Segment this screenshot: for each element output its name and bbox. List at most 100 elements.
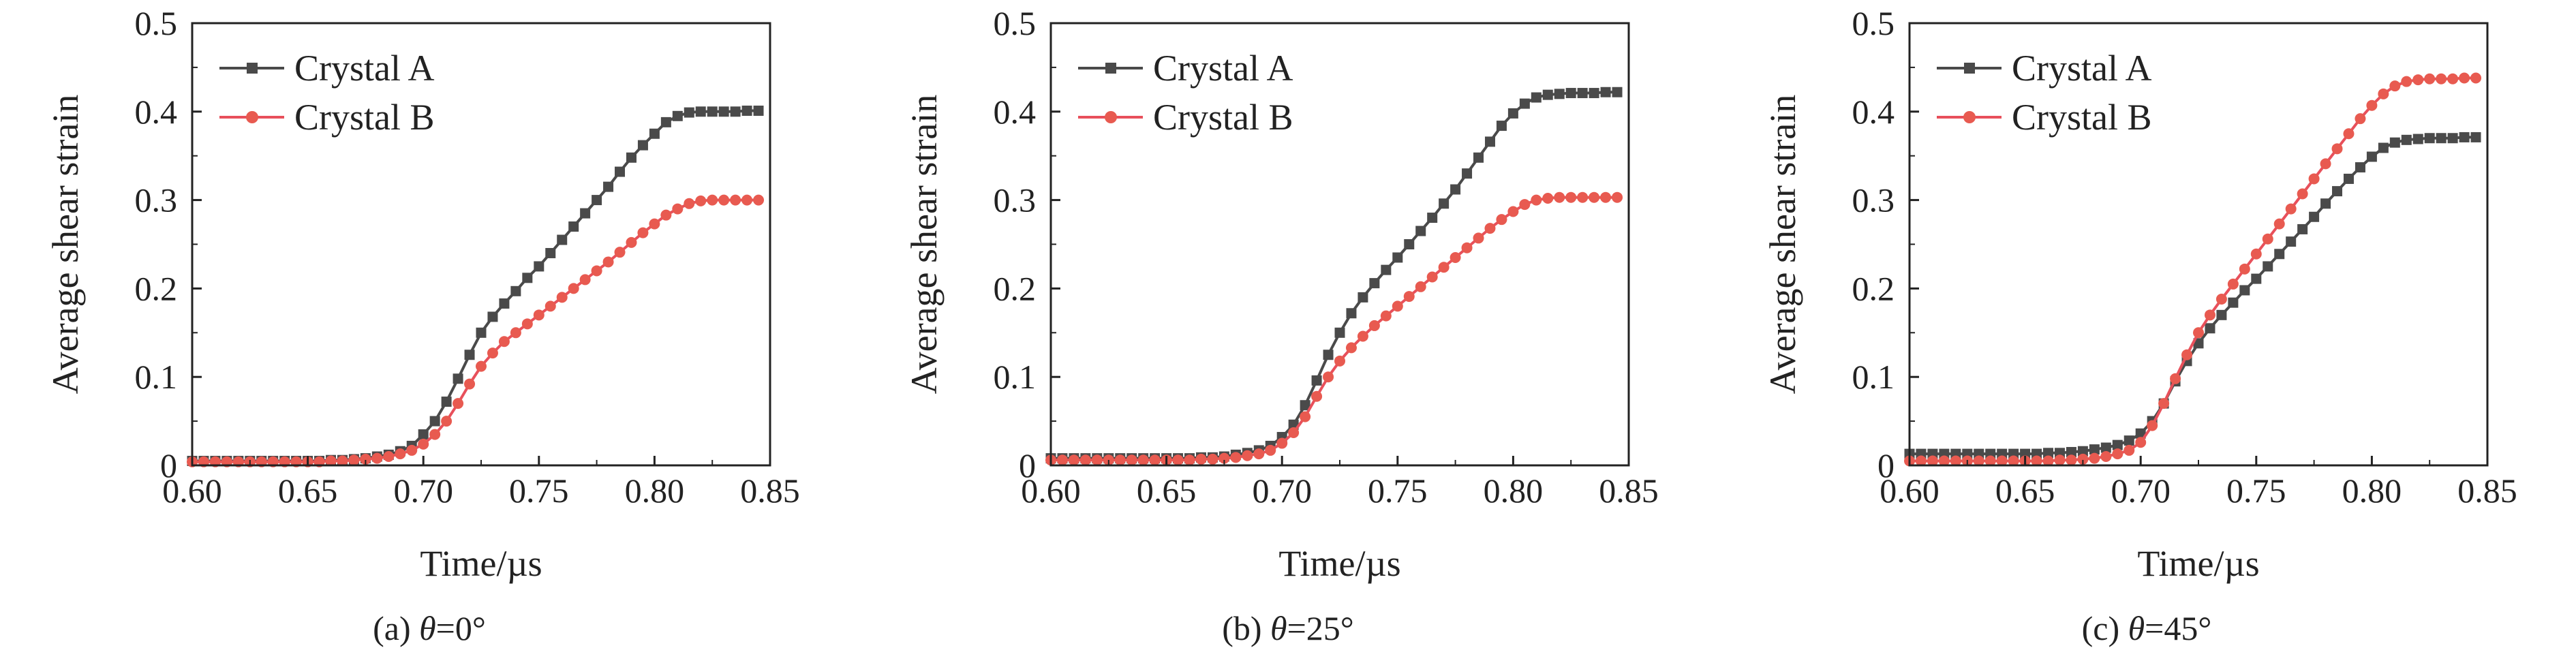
x-tick-label: 0.65: [278, 471, 338, 510]
legend-label: Crystal A: [294, 48, 435, 89]
series-line-crystal-a: [192, 109, 758, 463]
data-point-circle: [371, 452, 383, 464]
series-line-crystal-b: [1051, 196, 1617, 462]
chart-svg-c: 0.60 0.65 0.70 0.75 0.80 0.85 0 0.1 0.2 0.3 0.4 0.5…: [1762, 4, 2517, 584]
y-tick-label: 0.2: [994, 269, 1037, 307]
x-tick-label: 0.75: [1368, 471, 1428, 510]
data-point-circle: [1300, 411, 1311, 422]
data-point-square: [534, 261, 545, 272]
data-point-square: [660, 117, 671, 127]
chart-svg-a: 0.60 0.65 0.70 0.75 0.80 0.85 0 0.1 0.2 0.3 0.4 0.5…: [45, 4, 800, 584]
data-point-square: [637, 140, 648, 151]
data-point-circle: [1149, 454, 1161, 466]
data-point-square: [2263, 261, 2273, 272]
data-point-square: [741, 106, 752, 117]
data-point-circle: [1984, 455, 1996, 467]
chart-caption-c: (c) θ=45°: [1717, 608, 2576, 648]
data-point-circle: [2459, 72, 2470, 84]
data-point-circle: [2297, 188, 2308, 200]
data-point-circle: [2378, 88, 2389, 99]
legend-marker-square: [1964, 63, 1975, 74]
x-tick-label: 0.80: [625, 471, 685, 510]
data-point-circle: [476, 360, 487, 372]
data-point-circle: [2112, 448, 2123, 460]
y-axis-title: Average shear strain: [1762, 95, 1803, 395]
data-point-circle: [1542, 193, 1554, 204]
data-point-square: [626, 152, 637, 163]
data-point-circle: [1392, 300, 1403, 312]
data-point-square: [2401, 134, 2412, 145]
data-point-circle: [1554, 191, 1565, 203]
data-point-square: [1531, 92, 1542, 103]
data-point-square: [1346, 308, 1357, 319]
data-point-circle: [1345, 342, 1357, 354]
data-point-square: [2447, 133, 2458, 144]
data-point-square: [1381, 264, 1392, 275]
series-line-crystal-b: [192, 198, 758, 463]
legend-label: Crystal B: [294, 97, 435, 138]
data-point-circle: [1311, 390, 1323, 402]
data-point-circle: [1195, 453, 1207, 465]
data-point-circle: [325, 455, 337, 467]
data-point-circle: [1496, 214, 1507, 226]
chart-panel-a: 0.60 0.65 0.70 0.75 0.80 0.85 0 0.1 0.2 0.3 0.4 0.5…: [0, 0, 859, 665]
data-point-circle: [1357, 330, 1368, 342]
data-point-square: [1577, 88, 1588, 99]
data-point-square: [1542, 89, 1553, 100]
x-tick-label: 0.65: [1995, 471, 2055, 510]
legend-marker-square: [247, 63, 258, 74]
caption-prefix: (b): [1222, 609, 1271, 647]
y-tick-label: 0.4: [994, 93, 1037, 131]
data-point-square: [1496, 121, 1507, 132]
data-point-circle: [2343, 128, 2355, 140]
x-tick-label: 0.60: [162, 471, 222, 510]
data-point-circle: [1184, 454, 1195, 466]
data-point-square: [672, 110, 683, 121]
data-point-circle: [383, 451, 395, 463]
data-point-square: [2112, 439, 2123, 450]
data-point-circle: [429, 429, 441, 440]
data-point-circle: [418, 438, 429, 450]
data-point-circle: [637, 227, 649, 238]
data-point-circle: [2273, 218, 2285, 230]
data-point-circle: [1461, 242, 1473, 253]
data-point-circle: [1068, 454, 1079, 466]
legend-marker-circle: [246, 111, 258, 123]
x-tick-label: 0.85: [1599, 471, 1659, 510]
data-point-circle: [649, 218, 660, 230]
data-point-square: [2043, 448, 2054, 459]
data-point-circle: [1415, 281, 1426, 292]
data-point-square: [453, 373, 463, 384]
y-tick-label: 0.1: [1852, 358, 1895, 396]
data-point-square: [464, 350, 475, 360]
y-tick-label: 0.5: [994, 4, 1037, 42]
x-tick-label: 0.65: [1137, 471, 1197, 510]
y-tick-label: 0.1: [135, 358, 178, 396]
plot-frame: [191, 22, 771, 467]
data-point-circle: [753, 194, 765, 206]
chart-panel-c: 0.60 0.65 0.70 0.75 0.80 0.85 0 0.1 0.2 0.3 0.4 0.5…: [1717, 0, 2576, 665]
y-tick-label: 0.2: [1852, 269, 1895, 307]
data-point-square: [418, 429, 429, 440]
data-point-circle: [1519, 199, 1531, 211]
data-point-circle: [1927, 455, 1938, 467]
data-point-square: [2286, 236, 2297, 247]
y-axis-title: Average shear strain: [904, 95, 945, 395]
data-point-circle: [2412, 74, 2424, 86]
data-point-circle: [1426, 271, 1438, 283]
y-tick-label: 0: [1019, 446, 1036, 484]
data-point-circle: [1276, 437, 1288, 449]
data-point-square: [1612, 87, 1623, 97]
data-point-square: [1404, 239, 1415, 249]
data-point-circle: [568, 283, 579, 294]
x-tick-label: 0.70: [393, 471, 453, 510]
data-point-circle: [2227, 278, 2239, 290]
series-line-crystal-b: [1910, 76, 2476, 463]
data-point-circle: [2470, 72, 2482, 84]
data-point-circle: [1915, 455, 1927, 467]
caption-prefix: (a): [373, 609, 420, 647]
data-point-square: [580, 208, 591, 219]
data-point-circle: [1207, 453, 1218, 465]
data-point-circle: [614, 247, 626, 258]
data-point-square: [487, 311, 498, 322]
